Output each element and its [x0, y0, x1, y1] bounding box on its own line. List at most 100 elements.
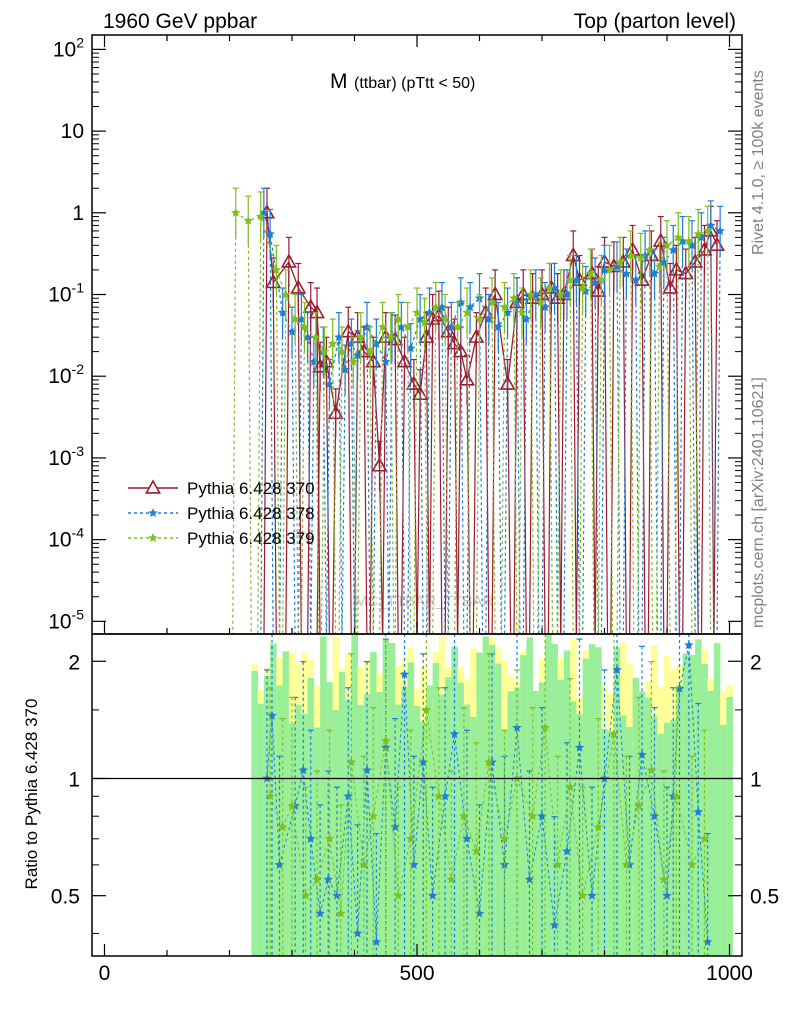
ratio-y-axis-label: Ratio to Pythia 6.428 370 [22, 699, 41, 890]
ratio-data-point [324, 833, 335, 843]
series-drop-line [597, 280, 602, 635]
band-green [326, 682, 333, 956]
data-point-star [424, 307, 435, 317]
series-drop-line [491, 294, 496, 635]
series-drop-line [382, 337, 387, 635]
legend-label: Pythia 6.428 370 [187, 479, 315, 498]
ratio-data-point [484, 757, 494, 767]
series-drop-line [500, 307, 506, 635]
ratio-series-line [282, 805, 293, 828]
data-point-star [348, 356, 358, 366]
band-green [645, 697, 652, 956]
series-drop-line [575, 280, 580, 635]
data-point-star [231, 207, 241, 217]
data-point-star [412, 307, 422, 317]
series-drop-line [325, 361, 330, 635]
ratio-data-point [512, 722, 522, 732]
ratio-series-line [516, 778, 534, 817]
series-drop-line [504, 312, 509, 635]
ratio-series-line [404, 674, 415, 865]
band-green [551, 643, 558, 956]
data-point-triangle [327, 404, 344, 420]
data-point-star [296, 314, 307, 324]
header-process: Top (parton level) [574, 10, 736, 33]
data-point-star [696, 232, 707, 242]
y-tick-label-upper: 10-4 [48, 525, 84, 552]
ratio-data-point [343, 791, 353, 801]
y-tick-label-upper: 10-3 [48, 443, 84, 470]
band-green [663, 722, 671, 956]
data-point-star [484, 314, 494, 324]
band-green [388, 642, 396, 956]
series-drop-line [660, 261, 665, 635]
series-drop-line [460, 302, 465, 635]
y-tick-label-upper: 1 [72, 202, 84, 225]
series-drop-line [272, 282, 277, 635]
data-point-triangle [458, 371, 476, 386]
ratio-data-point [609, 729, 619, 739]
ratio-series-line [504, 727, 518, 865]
series-drop-line [616, 261, 621, 635]
band-green [270, 643, 277, 956]
series-drop-line [429, 319, 434, 635]
data-point-star [577, 283, 588, 293]
ratio-series-line [638, 770, 652, 807]
data-point-star [531, 289, 541, 299]
band-green [638, 691, 646, 956]
ratio-series-line [385, 740, 399, 896]
series-drop-line [338, 351, 343, 635]
ratio-data-point [612, 664, 622, 674]
series-drop-line [529, 298, 534, 635]
series-drop-line [347, 331, 352, 635]
data-point-star [615, 257, 625, 266]
band-green [457, 682, 465, 956]
band-green [320, 636, 327, 956]
y-tick-label-ratio-left: 1 [68, 768, 80, 791]
band-green [582, 658, 590, 956]
ratio-series-line [616, 669, 630, 865]
series-drop-line [647, 255, 652, 635]
ratio-series-line [516, 727, 530, 880]
data-point-star [419, 317, 430, 327]
data-point-star [371, 338, 382, 348]
band-green [376, 692, 383, 956]
y-tick-label-ratio-right: 1 [750, 768, 762, 791]
data-point-star [402, 322, 413, 332]
series-drop-line [557, 294, 562, 635]
ratio-series-line [679, 645, 690, 689]
series-drop-line [637, 257, 642, 635]
data-point-star [659, 257, 669, 266]
data-point-star [536, 297, 546, 307]
data-point-star [684, 236, 694, 246]
band-green [482, 636, 490, 956]
ratio-series-line [591, 778, 605, 896]
series-drop-line [582, 291, 587, 635]
series-drop-line [710, 225, 715, 635]
data-point-star [649, 268, 660, 278]
series-drop-line [294, 319, 299, 635]
data-point-star [517, 307, 527, 317]
ratio-series-line [663, 796, 677, 880]
data-point-star [381, 356, 391, 366]
data-point-star [502, 307, 513, 317]
data-point-star [452, 322, 463, 332]
data-point-star [362, 322, 372, 332]
band-green [295, 704, 302, 956]
ratio-series-line [266, 715, 273, 779]
band-green [532, 690, 540, 956]
series-drop-line [547, 288, 552, 635]
header-energy: 1960 GeV ppbar [103, 10, 257, 33]
band-green [601, 729, 608, 956]
band-green [576, 714, 583, 956]
ratio-data-point [565, 782, 575, 792]
data-point-star [487, 297, 497, 307]
band-green [357, 705, 365, 956]
ratio-data-point [684, 640, 694, 650]
data-point-star [581, 286, 591, 296]
data-point-star [290, 314, 300, 324]
ratio-series-line [641, 754, 655, 817]
series-drop-line [341, 369, 346, 635]
y-tick-label-ratio-right: 0.5 [750, 886, 779, 909]
band-green [538, 682, 546, 956]
